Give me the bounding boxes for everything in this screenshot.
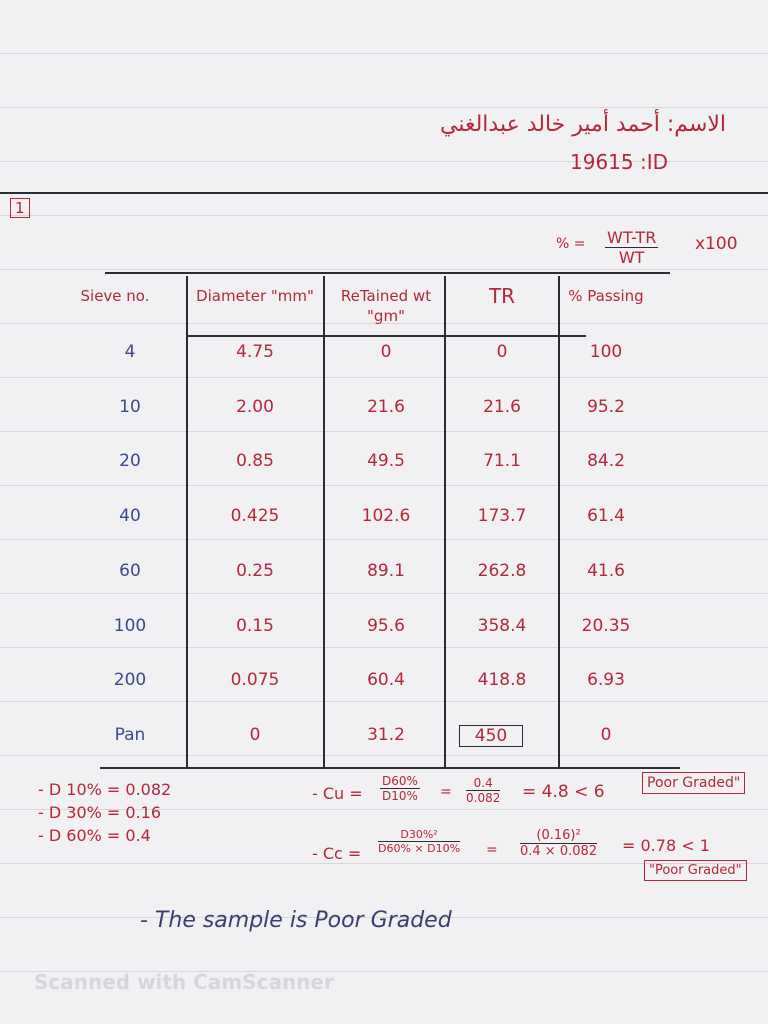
cell: 200 [113, 670, 147, 691]
formula-lhs: % = [556, 236, 586, 252]
cell: 0.425 [230, 506, 280, 527]
cell: 21.6 [367, 396, 405, 417]
cu-verdict: Poor Graded" [642, 772, 746, 794]
cu-formula-den: D10% [382, 789, 418, 803]
formula-numerator: WT-TR [605, 228, 659, 248]
watermark: Scanned with CamScanner [34, 970, 334, 994]
cell: 10 [119, 396, 141, 417]
cu-sep: = [440, 784, 452, 800]
cu-value-num: 0.4 [466, 776, 501, 791]
cell: 418.8 [477, 670, 527, 691]
cc-value-den: 0.4 × 0.082 [520, 844, 598, 859]
cell: 100 [113, 615, 147, 636]
column-line [444, 276, 446, 768]
column-header: ReTained wt "gm" [340, 287, 432, 325]
cell: 71.1 [483, 451, 521, 472]
student-id: 19615 :ID [570, 150, 669, 174]
d-value: - D 30% = 0.16 [38, 803, 162, 822]
cell: 100 [589, 342, 623, 362]
header-line [186, 335, 586, 337]
column-line [323, 276, 325, 768]
column-header: Diameter "mm" [196, 287, 314, 305]
problem-number: 1 [10, 198, 30, 218]
cc-verdict: "Poor Graded" [644, 860, 747, 881]
d-value: - D 60% = 0.4 [38, 826, 151, 845]
column-line [186, 276, 188, 768]
cc-sep: = [486, 842, 498, 858]
cc-label: - Cc = [312, 844, 362, 863]
cu-formula: D60% D10% [380, 774, 420, 803]
cell: 358.4 [477, 615, 527, 636]
cell: 89.1 [367, 560, 405, 581]
formula-denominator: WT [618, 248, 645, 267]
cell: 60.4 [367, 670, 405, 691]
cell: 21.6 [483, 396, 521, 417]
cu-result: = 4.8 < 6 [522, 782, 605, 802]
cell: 102.6 [361, 506, 411, 527]
cu-value-den: 0.082 [466, 791, 501, 805]
cell: 41.6 [587, 560, 625, 581]
cell: 0.15 [236, 615, 274, 636]
cell: 0.25 [236, 560, 274, 581]
margin-line [0, 192, 768, 194]
cu-label: - Cu = [312, 784, 363, 803]
formula-fraction: WT-TR WT [605, 228, 659, 267]
column-header: % Passing [568, 287, 644, 305]
d-value: - D 10% = 0.082 [38, 780, 172, 799]
table-bottom-line [100, 767, 680, 769]
cell: 61.4 [587, 506, 625, 527]
cell: 20 [119, 451, 141, 472]
cell: 450 [459, 724, 523, 747]
conclusion: - The sample is Poor Graded [140, 908, 452, 933]
cc-formula-den: D60% × D10% [378, 842, 461, 855]
cell: 262.8 [477, 560, 527, 581]
table-top-line [105, 272, 670, 274]
column-line [558, 276, 560, 768]
cc-values: (0.16)² 0.4 × 0.082 [520, 828, 598, 859]
cell: 6.93 [587, 670, 625, 691]
cell: 0 [249, 724, 261, 745]
formula-multiplier: x100 [695, 234, 738, 254]
student-name: الاسم: أحمد أمير خالد عبدالغني [440, 112, 727, 137]
d-values: - D 10% = 0.082 - D 30% = 0.16 - D 60% =… [38, 778, 171, 847]
cell: 2.00 [236, 396, 274, 417]
column-header: Sieve no. [80, 287, 150, 305]
cc-result: = 0.78 < 1 [622, 836, 710, 855]
cu-values: 0.4 0.082 [466, 776, 501, 805]
cc-formula-num: D30%² [378, 828, 461, 842]
cc-value-num: (0.16)² [520, 828, 598, 844]
cell: 95.2 [587, 396, 625, 417]
cell: 0 [600, 724, 612, 745]
cell: 0.85 [236, 451, 274, 472]
cell: 84.2 [587, 451, 625, 472]
cell: 4.75 [236, 342, 274, 362]
cell: 0.075 [230, 670, 280, 691]
cell: 4 [124, 342, 136, 362]
cell: Pan [114, 724, 146, 745]
cell: 49.5 [367, 451, 405, 472]
cell: 31.2 [367, 724, 405, 745]
column-header: TR [488, 284, 516, 308]
cell: 0 [496, 342, 508, 362]
cell: 20.35 [581, 615, 631, 636]
cell: 0 [380, 342, 392, 362]
cell: 95.6 [367, 615, 405, 636]
cu-formula-num: D60% [380, 774, 420, 789]
cc-formula: D30%² D60% × D10% [378, 828, 461, 855]
cell: 60 [119, 560, 141, 581]
cell: 40 [119, 506, 141, 527]
cell: 173.7 [477, 506, 527, 527]
